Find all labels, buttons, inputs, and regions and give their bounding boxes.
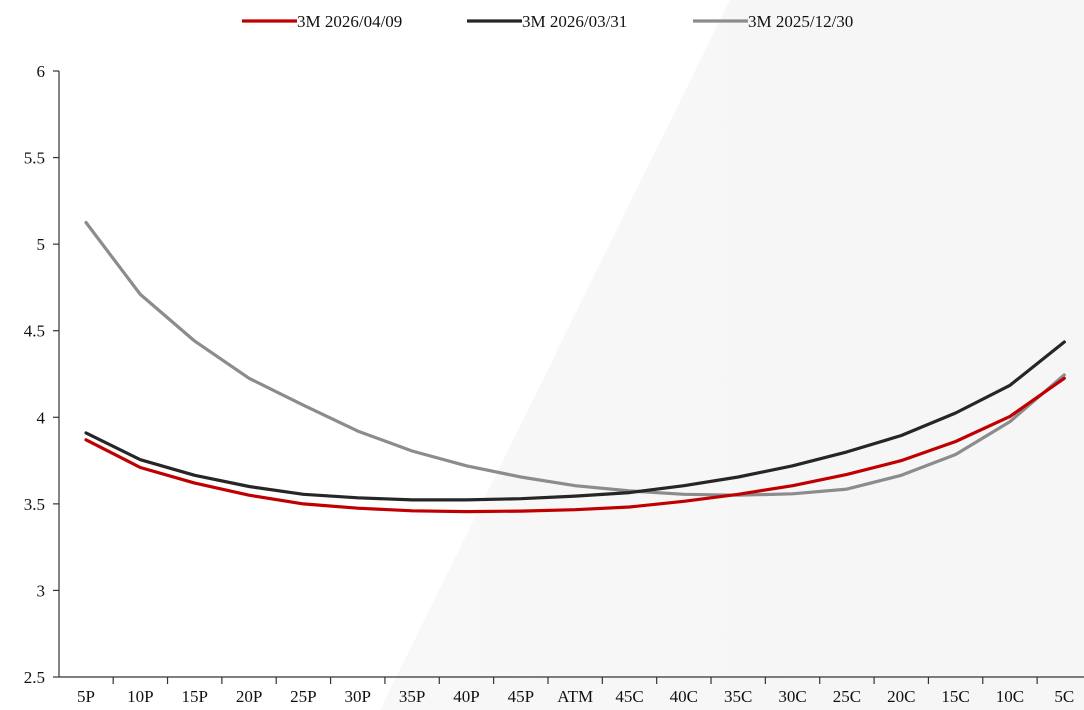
legend: 3M 2026/04/09 3M 2026/03/31 3M 2025/12/30 — [242, 12, 853, 31]
series-line-3 — [84, 220, 1066, 497]
series-line-1 — [84, 376, 1066, 514]
legend-label-2: 3M 2026/03/31 — [522, 12, 627, 31]
x-tick-label: 35C — [724, 687, 752, 706]
x-tick-label: 30P — [345, 687, 371, 706]
legend-label-1: 3M 2026/04/09 — [297, 12, 402, 31]
x-tick-label: 45P — [508, 687, 534, 706]
x-tick-label: 25C — [833, 687, 861, 706]
y-tick-label: 3 — [37, 581, 46, 600]
x-tick-label: 5P — [77, 687, 95, 706]
x-tick-label: 20C — [887, 687, 915, 706]
y-tick-label: 6 — [37, 62, 46, 81]
x-tick-label: 40C — [670, 687, 698, 706]
background-shade — [380, 0, 1084, 710]
y-tick-label: 5.5 — [24, 149, 45, 168]
x-tick-label: 10C — [996, 687, 1024, 706]
x-tick-label: 25P — [290, 687, 316, 706]
y-tick-label: 4 — [37, 408, 46, 427]
x-tick-label: 40P — [453, 687, 479, 706]
x-tick-label: 10P — [127, 687, 153, 706]
x-tick-label: ATM — [557, 687, 593, 706]
y-tick-label: 5 — [37, 235, 46, 254]
axes: 2.5 3 3.5 4 4.5 5 5.5 6 5P 10P 15P 20P 25P 30P 35P 40P 4… — [24, 62, 1084, 706]
legend-label-3: 3M 2025/12/30 — [748, 12, 853, 31]
x-tick-label: 35P — [399, 687, 425, 706]
x-tick-label: 20P — [236, 687, 262, 706]
x-tick-label: 15C — [941, 687, 969, 706]
x-tick-label: 15P — [181, 687, 207, 706]
x-tick-label: 30C — [778, 687, 806, 706]
series-line-2 — [84, 340, 1066, 502]
series-lines — [84, 220, 1066, 514]
y-tick-label: 2.5 — [24, 668, 45, 687]
x-tick-label: 5C — [1054, 687, 1074, 706]
y-tick-label: 3.5 — [24, 495, 45, 514]
x-tick-label: 45C — [615, 687, 643, 706]
y-tick-label: 4.5 — [24, 322, 45, 341]
